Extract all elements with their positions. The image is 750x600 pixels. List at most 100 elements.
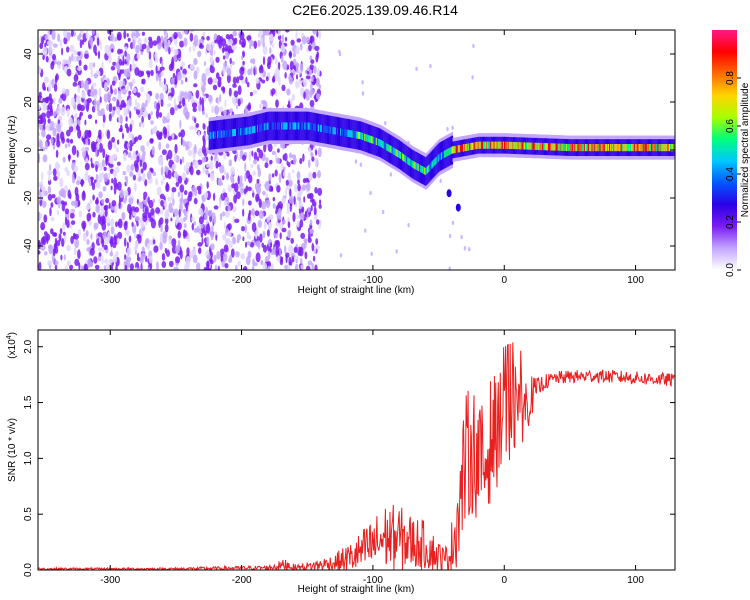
spectrogram-noise-speckle: [78, 210, 83, 218]
spectrogram-noise-speckle: [182, 229, 186, 239]
spectrogram-trace-core: [215, 131, 217, 139]
spectrogram-noise-speckle: [260, 36, 264, 46]
spectrogram-noise-speckle: [193, 83, 198, 88]
spectrogram-noise-speckle: [200, 222, 204, 229]
spectrogram-noise-speckle: [209, 56, 214, 64]
spectrogram-noise-speckle: [243, 188, 247, 195]
spectrogram-trace-core: [620, 144, 623, 152]
spectrogram-noise-speckle: [149, 138, 154, 144]
spectrogram-noise-speckle: [223, 169, 227, 176]
spectrogram-noise-speckle: [313, 201, 317, 208]
spectrogram-noise-speckle: [88, 62, 93, 70]
spectrogram-noise-speckle: [213, 205, 219, 210]
spectrogram-trace-core: [608, 144, 610, 152]
spectrogram-trace-core: [589, 144, 591, 152]
spectrogram-trace-core: [515, 142, 518, 150]
spectrogram-trace-core: [542, 143, 545, 151]
spectrogram-y-tick-label: -20: [23, 190, 34, 205]
snr-panel: -300 -200 -100 0 100 0.00.51.01.52.0 Height …: [6, 329, 676, 595]
spectrogram-noise-speckle: [94, 51, 98, 56]
spectrogram-noise-speckle: [382, 209, 385, 215]
spectrogram-trace-core: [227, 129, 230, 137]
spectrogram-noise-speckle: [161, 149, 167, 156]
spectrogram-trace-core: [333, 127, 336, 135]
spectrogram-noise-speckle: [110, 84, 113, 93]
spectrogram-noise-speckle: [211, 212, 216, 220]
spectrogram-noise-speckle: [197, 130, 201, 137]
spectrogram-trace-core: [549, 143, 551, 151]
spectrogram-noise-speckle: [125, 53, 131, 63]
spectrogram-noise-speckle: [240, 187, 244, 194]
spectrogram-noise-speckle: [255, 78, 260, 84]
spectrogram-noise-speckle: [56, 139, 61, 148]
spectrogram-trace-core: [656, 144, 658, 152]
spectrogram-noise-speckle: [289, 60, 294, 71]
spectrogram-noise-speckle: [66, 46, 70, 53]
spectrogram-trace-core: [476, 141, 479, 149]
spectrogram-noise-speckle: [260, 72, 264, 77]
spectrogram-noise-speckle: [261, 201, 266, 210]
spectrogram-noise-speckle: [76, 55, 80, 62]
spectrogram-trace-core: [361, 132, 363, 140]
spectrogram-noise-speckle: [80, 178, 84, 187]
spectrogram-noise-speckle: [145, 70, 151, 75]
spectrogram-noise-speckle: [251, 222, 257, 233]
spectrogram-noise-speckle: [185, 77, 188, 82]
spectrogram-trace-core: [371, 136, 374, 144]
spectrogram-noise-speckle: [96, 142, 100, 151]
spectrogram-noise-speckle: [107, 140, 113, 151]
spectrogram-noise-speckle: [54, 260, 59, 266]
spectrogram-trace-core: [494, 141, 497, 149]
spectrogram-trace-core: [390, 145, 393, 154]
spectrogram-trace-core: [602, 144, 605, 152]
spectrogram-noise-speckle: [145, 112, 149, 117]
spectrogram-noise-speckle: [244, 67, 247, 77]
spectrogram-noise-speckle: [116, 31, 122, 41]
spectrogram-noise-speckle: [309, 55, 313, 61]
spectrogram-noise-speckle: [223, 221, 226, 230]
spectrogram-noise-speckle: [100, 173, 104, 177]
spectrogram-noise-speckle: [292, 52, 296, 58]
spectrogram-noise-speckle: [148, 59, 153, 69]
spectrogram-noise-speckle: [83, 222, 85, 232]
spectrogram-noise-speckle: [88, 129, 92, 139]
spectrogram-noise-speckle: [139, 159, 143, 167]
spectrogram-noise-speckle: [305, 75, 311, 80]
spectrogram-trace-core: [218, 130, 220, 138]
spectrogram-noise-speckle: [272, 203, 276, 209]
spectrogram-trace-core: [280, 122, 282, 130]
spectrogram-noise-speckle: [181, 97, 186, 107]
spectrogram-noise-speckle: [173, 98, 177, 107]
spectrogram-trace-core: [368, 135, 371, 143]
spectrogram-noise-speckle: [66, 169, 70, 177]
spectrogram-noise-speckle: [258, 198, 262, 208]
spectrogram-noise-speckle: [72, 177, 76, 184]
spectrogram-noise-speckle: [229, 241, 233, 249]
spectrogram-trace-core: [579, 144, 582, 152]
spectrogram-trace-core: [563, 143, 566, 151]
spectrogram-noise-speckle: [294, 255, 299, 263]
spectrogram-noise-speckle: [128, 132, 133, 139]
spectrogram-trace-core: [433, 159, 436, 167]
spectrogram-noise-speckle: [199, 42, 203, 48]
spectrogram-trace-core: [407, 157, 409, 165]
spectrogram-noise-speckle: [202, 123, 206, 130]
spectrogram-noise-speckle: [312, 171, 317, 179]
spectrogram-noise-speckle: [167, 95, 172, 101]
spectrogram-trace-core: [235, 128, 237, 136]
spectrogram-noise-speckle: [312, 30, 317, 35]
spectrogram-noise-speckle: [103, 166, 107, 171]
spectrogram-noise-speckle: [62, 156, 66, 163]
spectrogram-trace-core: [326, 125, 328, 134]
spectrogram-trace-core: [416, 163, 419, 171]
spectrogram-trace-core: [601, 144, 604, 152]
spectrogram-noise-speckle: [158, 81, 164, 88]
spectrogram-noise-speckle: [280, 55, 284, 63]
spectrogram-noise-speckle: [104, 264, 106, 270]
spectrogram-noise-speckle: [264, 181, 270, 191]
spectrogram-trace-core: [238, 128, 240, 136]
spectrogram-trace-core: [386, 143, 388, 151]
spectrogram-noise-speckle: [159, 217, 164, 225]
spectrogram-noise-speckle: [259, 30, 262, 36]
spectrogram-noise-speckle: [183, 165, 188, 172]
